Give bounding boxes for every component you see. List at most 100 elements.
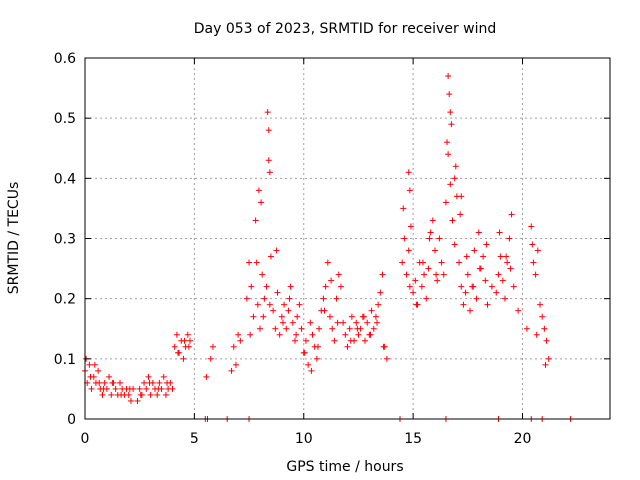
data-point (258, 199, 265, 206)
data-point (354, 325, 361, 332)
data-point (294, 313, 301, 320)
data-point (250, 313, 257, 320)
data-point (456, 259, 463, 266)
data-point (322, 283, 329, 290)
data-point (137, 391, 144, 398)
data-point (537, 301, 543, 308)
data-point (134, 397, 141, 404)
data-point (257, 325, 263, 332)
data-point (340, 319, 347, 326)
data-point (243, 295, 250, 302)
data-point (203, 373, 210, 380)
data-point (462, 289, 469, 296)
data-point (270, 307, 277, 314)
x-tick-label: 10 (295, 431, 313, 447)
data-point (287, 283, 294, 290)
y-tick-label: 0.5 (54, 111, 76, 127)
data-point (160, 373, 167, 380)
data-point (255, 187, 262, 194)
data-point (427, 229, 434, 236)
y-tick-label: 0.6 (54, 51, 76, 67)
data-point (136, 385, 143, 392)
data-point (425, 265, 432, 272)
data-point (320, 295, 327, 302)
data-point (155, 385, 162, 392)
data-point (539, 313, 546, 320)
data-point (523, 325, 530, 332)
data-point (232, 361, 239, 368)
data-point (458, 193, 465, 200)
data-point (515, 307, 522, 314)
data-point (375, 301, 382, 308)
data-point (348, 313, 355, 320)
data-point (302, 337, 309, 344)
data-point (467, 307, 473, 314)
data-point (309, 331, 316, 338)
grid-lines (85, 58, 610, 419)
data-point (337, 283, 344, 290)
data-point (405, 247, 412, 254)
data-point (333, 295, 340, 302)
data-point (438, 259, 445, 266)
data-point (406, 283, 413, 290)
data-point (184, 331, 191, 338)
data-point (444, 139, 451, 146)
data-point (497, 253, 504, 260)
data-point (399, 259, 406, 266)
data-point (324, 259, 331, 266)
data-point (495, 271, 502, 278)
data-point (433, 271, 440, 278)
data-point (329, 325, 336, 332)
data-point (347, 337, 354, 344)
data-point (368, 307, 375, 314)
data-point (542, 361, 549, 368)
data-point (503, 253, 510, 260)
data-point (534, 247, 541, 254)
data-point (331, 337, 338, 344)
data-point (464, 271, 471, 278)
data-point (301, 349, 308, 356)
data-point (289, 319, 296, 326)
data-point (342, 331, 349, 338)
data-point (296, 301, 303, 308)
data-point (364, 319, 371, 326)
data-point (452, 163, 459, 170)
data-point (169, 385, 176, 392)
data-point (471, 247, 478, 254)
data-point (545, 355, 552, 362)
data-point (146, 379, 153, 386)
data-point (143, 385, 150, 392)
data-point (266, 301, 273, 308)
data-point (483, 241, 490, 248)
x-tick-label: 0 (81, 431, 90, 447)
data-point (307, 319, 314, 326)
data-point (374, 319, 381, 326)
data-point (267, 253, 274, 260)
data-point (109, 379, 116, 386)
axis-ticks: 0 0.1 0.2 0.3 0.4 0.5 0.6 0 5 10 15 20 (54, 51, 610, 447)
data-point (436, 235, 443, 242)
data-point (246, 259, 253, 266)
data-point (383, 355, 390, 362)
data-point (434, 277, 441, 284)
data-point (541, 325, 548, 332)
data-point (313, 355, 320, 362)
data-point (247, 331, 254, 338)
data-point (508, 211, 515, 218)
data-point (470, 283, 477, 290)
data-point (457, 211, 464, 218)
y-axis-label: SRMTID / TECUs (6, 182, 22, 295)
data-point (407, 223, 414, 230)
data-point (174, 349, 181, 356)
data-point (272, 325, 279, 332)
data-point (449, 217, 456, 224)
data-point (164, 379, 171, 386)
data-point (488, 283, 495, 290)
data-point (421, 271, 428, 278)
data-point (314, 343, 321, 350)
data-point (252, 217, 259, 224)
data-point (377, 289, 384, 296)
data-point (95, 367, 102, 374)
data-point (96, 379, 103, 386)
data-point (447, 181, 454, 188)
